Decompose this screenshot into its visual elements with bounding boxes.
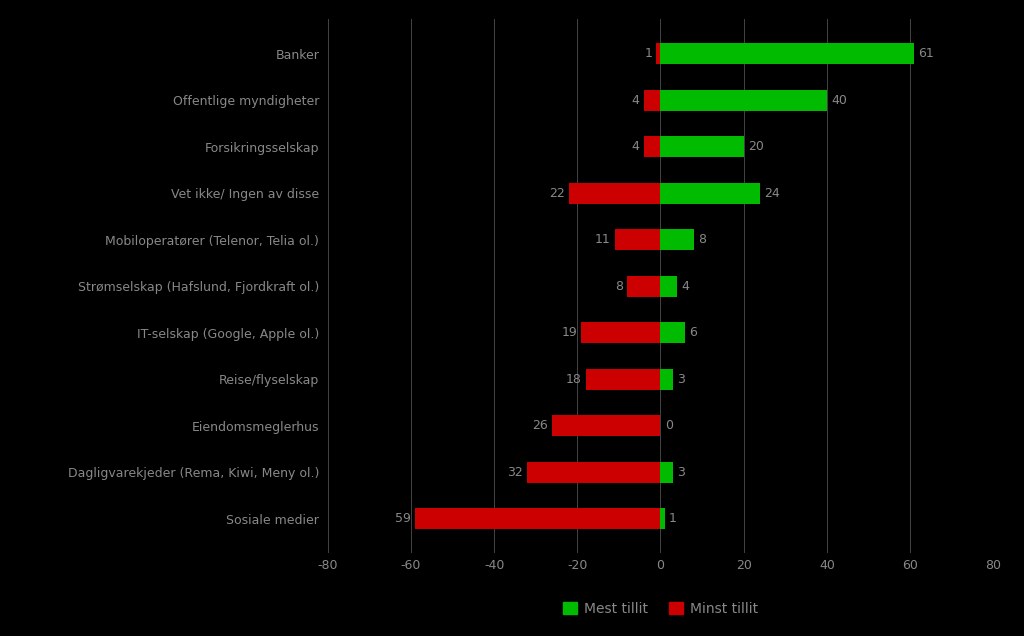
Text: 11: 11: [595, 233, 610, 246]
Text: 18: 18: [565, 373, 582, 385]
Text: 40: 40: [831, 93, 847, 107]
Text: 32: 32: [508, 466, 523, 479]
Text: 61: 61: [919, 47, 934, 60]
Bar: [660, 322, 685, 343]
Text: 8: 8: [698, 233, 706, 246]
Bar: [660, 369, 673, 390]
Text: 22: 22: [549, 187, 565, 200]
Text: 0: 0: [665, 419, 673, 432]
Bar: [660, 90, 827, 111]
Bar: [627, 276, 660, 296]
Text: 3: 3: [677, 466, 685, 479]
Bar: [660, 462, 673, 483]
Text: 4: 4: [632, 93, 640, 107]
Text: 4: 4: [681, 280, 689, 293]
Bar: [656, 43, 660, 64]
Text: 6: 6: [689, 326, 697, 339]
Text: 20: 20: [748, 141, 764, 153]
Text: 1: 1: [644, 47, 652, 60]
Bar: [660, 276, 677, 296]
Bar: [527, 462, 660, 483]
Text: 8: 8: [615, 280, 623, 293]
Bar: [660, 136, 743, 157]
Text: 3: 3: [677, 373, 685, 385]
Bar: [614, 229, 660, 250]
Bar: [644, 90, 660, 111]
Bar: [660, 508, 665, 529]
Legend: Mest tillit, Minst tillit: Mest tillit, Minst tillit: [558, 596, 763, 621]
Text: 4: 4: [632, 141, 640, 153]
Bar: [660, 183, 760, 204]
Bar: [660, 229, 694, 250]
Bar: [660, 43, 914, 64]
Bar: [644, 136, 660, 157]
Text: 1: 1: [669, 512, 677, 525]
Text: 24: 24: [765, 187, 780, 200]
Bar: [582, 322, 660, 343]
Text: 59: 59: [395, 512, 411, 525]
Bar: [586, 369, 660, 390]
Bar: [569, 183, 660, 204]
Bar: [415, 508, 660, 529]
Text: 26: 26: [532, 419, 548, 432]
Text: 19: 19: [561, 326, 578, 339]
Bar: [552, 415, 660, 436]
